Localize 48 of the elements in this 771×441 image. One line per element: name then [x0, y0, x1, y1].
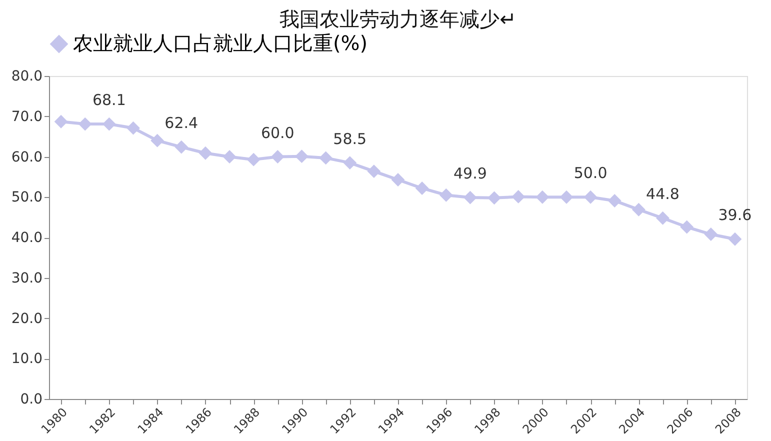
data-label: 60.0 [260, 124, 294, 142]
point [150, 134, 164, 148]
legend-label: 农业就业人口占就业人口比重(%) [73, 31, 368, 55]
point [536, 190, 550, 204]
data-label: 49.9 [454, 164, 487, 183]
point [608, 194, 622, 208]
point [464, 190, 477, 204]
point [295, 150, 308, 164]
data-label: 44.8 [646, 185, 680, 204]
y-tick-label: 30.0 [11, 270, 42, 286]
point [439, 188, 453, 202]
y-tick-label: 50.0 [11, 190, 42, 206]
point [728, 232, 742, 246]
y-tick-label: 70.0 [11, 108, 42, 125]
point [246, 152, 260, 166]
data-label: 62.4 [164, 114, 198, 132]
point [680, 220, 694, 234]
y-tick-label: 60.0 [11, 149, 42, 166]
point [78, 117, 92, 131]
point [584, 190, 598, 204]
y-tick-label: 40.0 [11, 230, 42, 246]
y-tick-label: 0.0 [20, 392, 42, 408]
point [270, 150, 284, 164]
point [102, 117, 116, 131]
y-tick-label: 20.0 [11, 310, 42, 327]
point [174, 140, 188, 154]
point [222, 150, 236, 164]
point [54, 114, 68, 128]
point [488, 191, 501, 205]
point [704, 228, 718, 241]
data-label: 50.0 [574, 164, 608, 182]
data-label: 68.1 [92, 91, 126, 110]
data-label: 58.5 [333, 130, 367, 148]
point [512, 190, 526, 204]
point [343, 156, 357, 170]
point [126, 121, 140, 135]
point [319, 151, 332, 165]
point [632, 202, 646, 216]
point [656, 211, 670, 225]
data-label: 39.6 [718, 206, 752, 224]
point [198, 146, 212, 160]
point [560, 190, 574, 204]
chart-title: 我国农业劳动力逐年减少↵ [280, 7, 516, 31]
point [415, 182, 429, 195]
point [367, 164, 381, 178]
point [391, 173, 405, 186]
y-tick-label: 10.0 [11, 351, 42, 368]
y-tick-label: 80.0 [11, 68, 42, 84]
